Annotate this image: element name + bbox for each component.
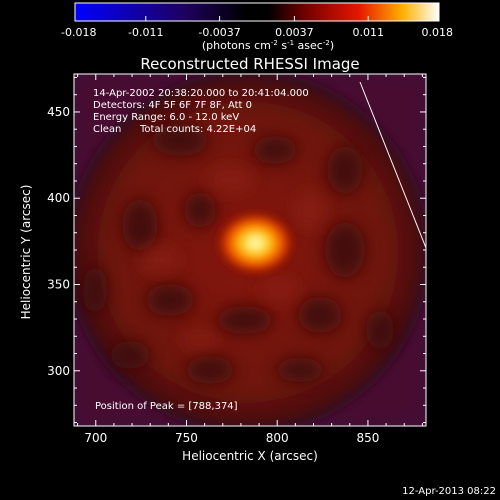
x-axis: 700 750 800 850 [77,74,423,445]
x-tick-label: 800 [266,431,289,445]
flare-peak [213,209,298,278]
annotation-block: 14-Apr-2002 20:38:20.000 to 20:41:04.000… [93,88,309,412]
y-tick-label: 450 [47,105,70,119]
x-tick-label: 750 [175,431,198,445]
colorbar-tick-label: -0.011 [128,26,163,39]
y-tick-label: 400 [47,191,70,205]
annotation-total-counts: Total counts: 4.22E+04 [139,124,256,135]
plot-image [74,74,426,426]
footer-timestamp: 12-Apr-2013 08:22 [402,486,496,497]
y-axis-label: Heliocentric Y (arcsec) [19,185,33,320]
colorbar-tick-label: 0.0037 [275,26,314,39]
solar-limb-line [359,81,426,250]
annotation-detectors: Detectors: 4F 5F 6F 7F 8F, Att 0 [93,100,252,111]
x-tick-label: 850 [356,431,379,445]
colorbar-gradient [75,3,439,21]
colorbar-ticks: -0.018 -0.011 -0.0037 0.0037 0.011 0.018 [61,16,453,39]
chart-title: Reconstructed RHESSI Image [140,55,359,73]
x-axis-label: Heliocentric X (arcsec) [182,449,318,463]
y-tick-label: 300 [47,364,70,378]
y-axis: 300 350 400 450 [47,76,426,424]
annotation-position-of-peak: Position of Peak = [788,374] [95,401,238,412]
x-tick-label: 700 [84,431,107,445]
colorbar-tick-label: 0.011 [352,26,384,39]
colorbar-frame [74,2,440,22]
colorbar-units: (photons cm-2 s-1 asec-2) [202,39,334,52]
colorbar-tick-label: 0.018 [422,26,454,39]
clean-residual-pattern [83,124,394,384]
y-tick-label: 350 [47,278,70,292]
annotation-clean: Clean [93,124,121,135]
colorbar-tick-label: -0.018 [61,26,96,39]
annotation-time-range: 14-Apr-2002 20:38:20.000 to 20:41:04.000 [93,88,309,99]
annotation-energy-range: Energy Range: 6.0 - 12.0 keV [93,112,239,123]
colorbar-tick-label: -0.0037 [198,26,240,39]
